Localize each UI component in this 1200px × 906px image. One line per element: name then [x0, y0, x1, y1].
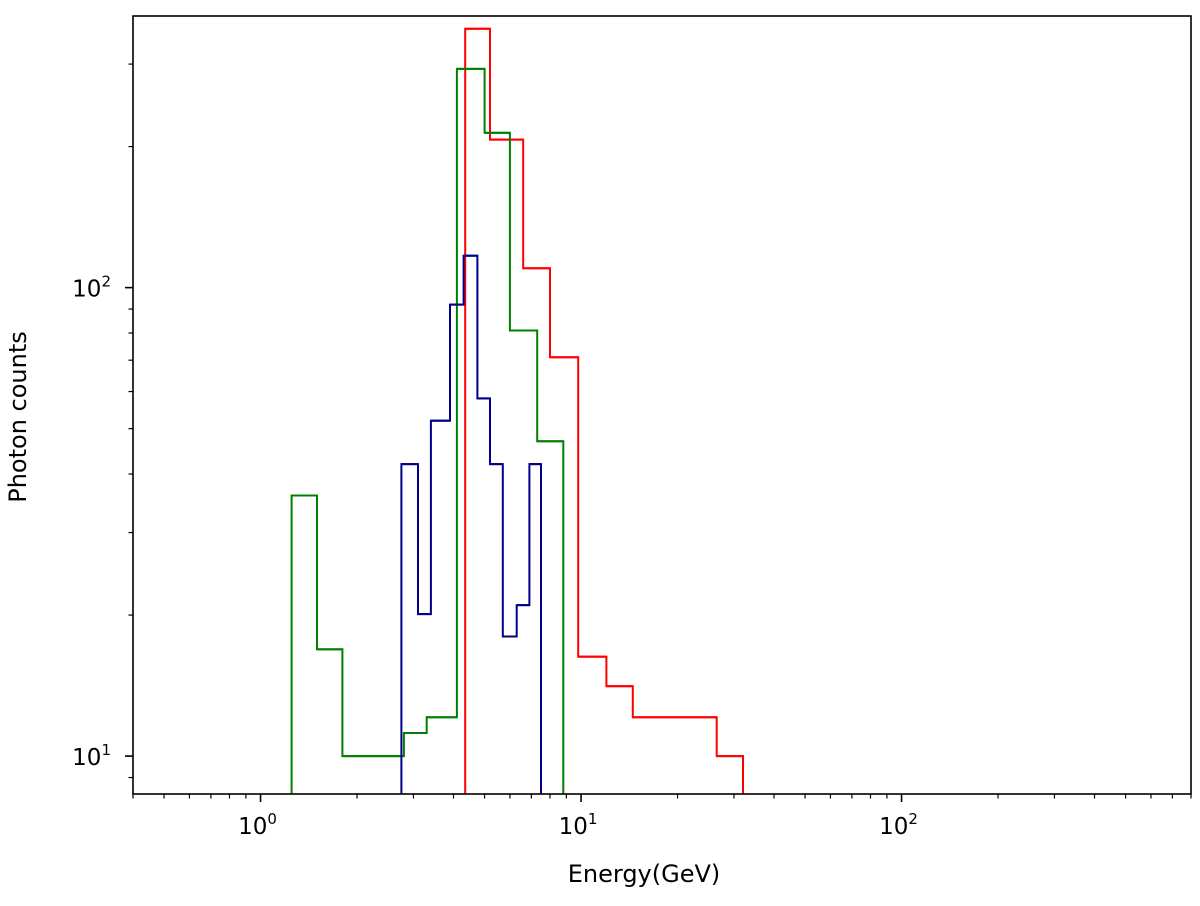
series-2-step-line	[400, 254, 542, 794]
x-tick-label: 100	[238, 810, 277, 840]
tick-layer: 100 101 102 101 102	[72, 63, 1192, 840]
y-tick-label: 102	[72, 273, 111, 303]
series-0-step-line	[464, 27, 744, 794]
x-axis-label: Energy(GeV)	[568, 860, 721, 888]
y-axis-label: Photon counts	[4, 331, 32, 503]
x-tick-label: 101	[559, 810, 598, 840]
series-2	[400, 254, 542, 794]
x-tick-label: 102	[879, 810, 918, 840]
plot-frame	[132, 15, 1192, 795]
series-1	[290, 67, 565, 794]
y-tick-label: 101	[72, 741, 111, 771]
series-layer	[290, 27, 744, 794]
series-0	[464, 27, 744, 794]
